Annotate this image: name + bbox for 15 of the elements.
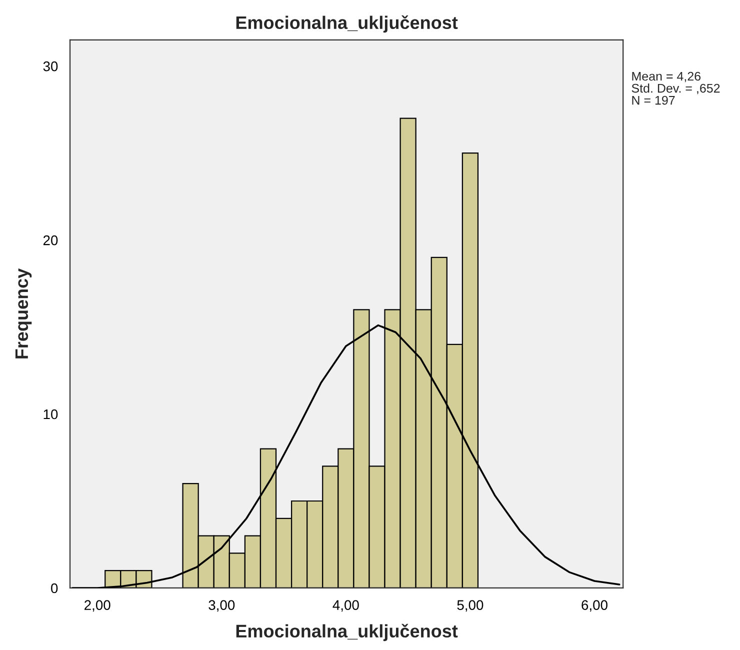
y-tick-label: 20 xyxy=(43,235,58,246)
x-tick-label: 2,00 xyxy=(84,600,110,612)
x-axis-title: Emocionalna_uključenost xyxy=(236,624,458,642)
text: N = 197 xyxy=(632,96,675,105)
y-tick-label: 30 xyxy=(43,61,58,72)
x-tick-label: 4,00 xyxy=(332,600,359,612)
x-tick-label: 6,00 xyxy=(582,600,608,612)
x-tick-label: 3,00 xyxy=(208,600,235,612)
y-tick-label: 10 xyxy=(44,409,58,420)
chart-title: Emocionalna_uključenost xyxy=(236,15,458,33)
text: Std. Dev. = ,652 xyxy=(632,84,720,94)
y-tick-label: 0 xyxy=(51,583,58,594)
y-axis-title: Frequency xyxy=(15,268,32,358)
text: Mean = 4,26 xyxy=(632,72,701,82)
x-tick-label: 5,00 xyxy=(457,600,484,612)
